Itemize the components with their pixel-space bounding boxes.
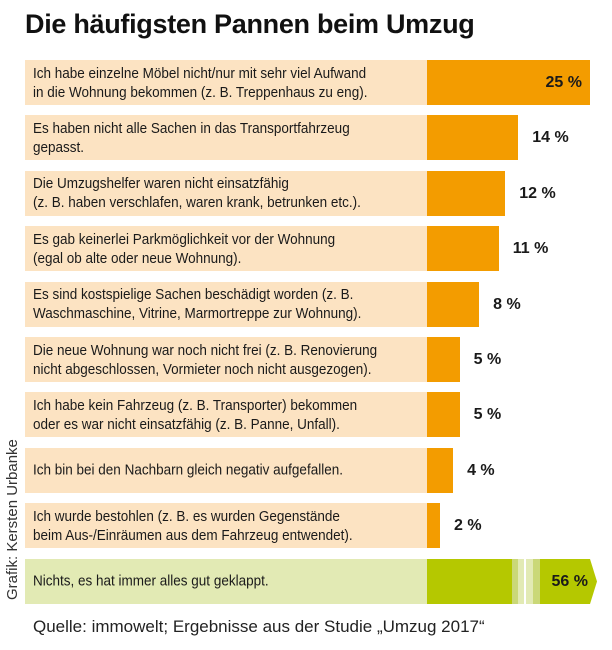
category-label-background: [25, 337, 427, 382]
bar-row: Ich habe einzelne Möbel nicht/nur mit se…: [25, 60, 612, 105]
bar-arrow-segment: [540, 558, 597, 604]
bar: [427, 337, 460, 382]
bar-fade-stripe: [518, 558, 524, 604]
category-label: Es sind kostspielige Sachen beschädigt w…: [33, 285, 453, 323]
graphic-credit: Grafik: Kersten Urbanke: [4, 439, 21, 600]
bar: [427, 226, 499, 272]
category-label-line: Ich bin bei den Nachbarn gleich negativ …: [33, 461, 343, 479]
bar: [427, 392, 460, 438]
bar-fade-stripe: [533, 558, 540, 604]
bar: [427, 60, 590, 105]
bar-row: Ich bin bei den Nachbarn gleich negativ …: [25, 447, 612, 493]
category-label-line: (z. B. haben verschlafen, waren krank, b…: [33, 194, 361, 212]
category-label-background: [25, 447, 427, 493]
bar-row: Es haben nicht alle Sachen in das Transp…: [25, 115, 612, 161]
bar-row: Die Umzugshelfer waren nicht einsatzfähi…: [25, 170, 612, 216]
data-label: 14 %: [532, 129, 569, 147]
bar: [427, 170, 506, 216]
bar-row: Nichts, es hat immer alles gut geklappt.…: [25, 558, 612, 604]
data-label: 4 %: [467, 461, 495, 479]
category-label: Es haben nicht alle Sachen in das Transp…: [33, 119, 453, 157]
category-label: Die Umzugshelfer waren nicht einsatzfähi…: [33, 174, 453, 212]
bar: [427, 503, 441, 549]
bar-row: Es gab keinerlei Parkmöglichkeit vor der…: [25, 226, 612, 272]
data-label: 8 %: [493, 295, 521, 313]
category-label-line: Es sind kostspielige Sachen beschädigt w…: [33, 286, 354, 304]
category-label-line: Ich wurde bestohlen (z. B. es wurden Geg…: [33, 507, 340, 525]
category-label-line: nicht abgeschlossen, Vormieter noch nich…: [33, 360, 372, 378]
category-label-background: [25, 170, 427, 216]
bar-row: Es sind kostspielige Sachen beschädigt w…: [25, 281, 612, 327]
broken-bar: [427, 558, 597, 604]
category-label: Es gab keinerlei Parkmöglichkeit vor der…: [33, 230, 453, 268]
data-label: 5 %: [473, 406, 502, 424]
category-label-line: Die Umzugshelfer waren nicht einsatzfähi…: [33, 175, 289, 193]
category-label-background: [25, 60, 427, 105]
category-label-line: Ich habe einzelne Möbel nicht/nur mit se…: [33, 64, 367, 82]
source-note: Quelle: immowelt; Ergebnisse aus der Stu…: [33, 617, 485, 636]
bar: [427, 447, 454, 493]
category-label-background: [25, 558, 427, 604]
bar-row: Ich wurde bestohlen (z. B. es wurden Geg…: [25, 503, 612, 549]
data-label: 11 %: [512, 240, 549, 258]
bar-segment: [427, 558, 512, 604]
category-label-line: in die Wohnung bekommen (z. B. Treppenha…: [33, 83, 368, 101]
bar-row: Ich habe kein Fahrzeug (z. B. Transporte…: [25, 392, 612, 438]
category-label-background: [25, 281, 427, 327]
category-label-line: (egal ob alte oder neue Wohnung).: [33, 249, 242, 267]
category-label: Ich bin bei den Nachbarn gleich negativ …: [33, 461, 453, 480]
category-label: Ich habe kein Fahrzeug (z. B. Transporte…: [33, 396, 453, 434]
category-label-background: [25, 392, 427, 438]
category-label-line: Nichts, es hat immer alles gut geklappt.: [33, 572, 269, 590]
category-label-line: Die neue Wohnung war noch nicht frei (z.…: [33, 341, 378, 359]
category-label: Nichts, es hat immer alles gut geklappt.: [33, 572, 453, 591]
data-label: 25 %: [545, 74, 582, 91]
category-label-background: [25, 226, 427, 272]
data-label: 12 %: [519, 184, 556, 202]
category-label-line: beim Aus-/Einräumen aus dem Fahrzeug ent…: [33, 526, 353, 544]
category-label: Ich wurde bestohlen (z. B. es wurden Geg…: [33, 507, 453, 545]
category-label: Die neue Wohnung war noch nicht frei (z.…: [33, 341, 453, 379]
category-label-background: [25, 115, 427, 161]
bar: [427, 115, 519, 161]
bar-row: Die neue Wohnung war noch nicht frei (z.…: [25, 337, 612, 382]
data-label: 56 %: [551, 572, 588, 590]
category-label-line: oder es war nicht einsatzfähig (z. B. Pa…: [33, 415, 340, 433]
category-label-line: Waschmaschine, Vitrine, Marmortreppe zur…: [33, 305, 362, 323]
category-label-line: Es gab keinerlei Parkmöglichkeit vor der…: [33, 230, 336, 248]
category-label-line: Ich habe kein Fahrzeug (z. B. Transporte…: [33, 396, 358, 414]
bar: [427, 281, 480, 327]
category-label-background: [25, 503, 427, 549]
category-label-line: gepasst.: [33, 138, 85, 156]
data-label: 2 %: [454, 517, 482, 535]
category-label: Ich habe einzelne Möbel nicht/nur mit se…: [33, 64, 453, 102]
data-label: 5 %: [473, 351, 502, 368]
chart-title: Die häufigsten Pannen beim Umzug: [25, 9, 475, 39]
category-label-line: Es haben nicht alle Sachen in das Transp…: [33, 119, 350, 137]
bar-fade-stripe: [526, 558, 533, 604]
bar-fade-stripe: [512, 558, 518, 604]
